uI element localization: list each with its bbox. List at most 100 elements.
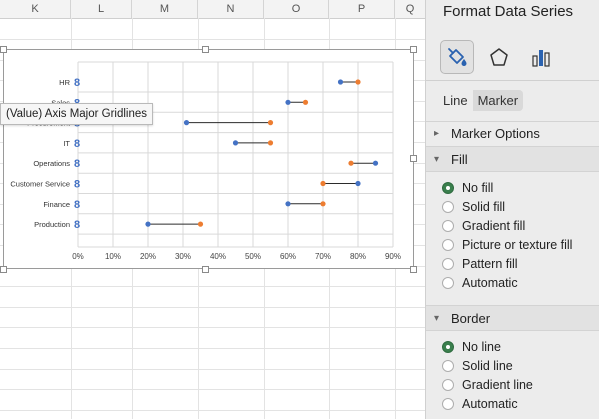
border-option-automatic[interactable]: Automatic: [442, 397, 518, 411]
series-2-point: [348, 160, 354, 166]
divider: [426, 171, 599, 172]
category-marker: 8: [74, 219, 80, 231]
column-header-k[interactable]: K: [0, 0, 71, 18]
section-fill[interactable]: ▾ Fill: [434, 151, 468, 168]
spreadsheet-grid[interactable]: K L M N O P Q 0% 10% 20% 30% 40% 50% 60% 70% 80%…: [0, 0, 425, 419]
section-label: Border: [451, 311, 491, 326]
category-label: Production: [34, 220, 70, 229]
fill-option-picture-or-texture-fill[interactable]: Picture or texture fill: [442, 238, 572, 252]
border-option-gradient-line[interactable]: Gradient line: [442, 378, 533, 392]
category-marker: 8: [74, 77, 80, 89]
section-label: Marker Options: [451, 126, 540, 141]
x-tick-label: 70%: [315, 252, 331, 261]
radio-button[interactable]: [442, 201, 454, 213]
x-tick-label: 50%: [245, 252, 261, 261]
radio-label: No line: [462, 340, 501, 354]
series-2-point: [267, 140, 274, 146]
fill-line-icon[interactable]: [440, 40, 474, 74]
gridlines-tooltip: (Value) Axis Major Gridlines: [0, 103, 154, 125]
tab-line[interactable]: Line: [443, 93, 468, 108]
section-label: Fill: [451, 152, 468, 167]
radio-label: Gradient line: [462, 378, 533, 392]
pane-title: Format Data Series: [443, 3, 574, 20]
column-header-m[interactable]: M: [132, 0, 198, 18]
section-border[interactable]: ▾ Border: [434, 310, 490, 327]
x-tick-label: 0%: [72, 252, 84, 261]
divider: [426, 146, 599, 147]
resize-handle-top-left[interactable]: [0, 46, 7, 53]
column-header-n[interactable]: N: [198, 0, 264, 18]
divider: [426, 330, 599, 331]
radio-button[interactable]: [442, 398, 454, 410]
series-1-point: [337, 79, 344, 85]
category-label: HR: [59, 78, 70, 87]
radio-label: Automatic: [462, 276, 518, 290]
row-gridline: [0, 348, 425, 349]
series-2-point: [267, 120, 274, 126]
resize-handle-right[interactable]: [410, 155, 417, 162]
series-1-point: [285, 99, 291, 105]
column-header-p[interactable]: P: [329, 0, 395, 18]
radio-button[interactable]: [442, 360, 454, 372]
radio-button[interactable]: [442, 379, 454, 391]
x-tick-label: 40%: [210, 252, 226, 261]
series-1-point: [232, 140, 239, 146]
resize-handle-top-right[interactable]: [410, 46, 417, 53]
chevron-right-icon: ▸: [434, 128, 440, 139]
column-header-l[interactable]: L: [71, 0, 132, 18]
resize-handle-bottom-left[interactable]: [0, 266, 7, 273]
icons-divider: [426, 80, 599, 81]
radio-label: Solid line: [462, 359, 513, 373]
section-band-fill: [426, 147, 599, 171]
format-data-series-pane: Format Data Series Line Marker ▸ Marker …: [425, 0, 599, 419]
category-label: Finance: [43, 200, 70, 209]
series-2-point: [302, 99, 309, 105]
x-tick-label: 60%: [280, 252, 296, 261]
column-header-q[interactable]: Q: [405, 3, 415, 15]
radio-button[interactable]: [442, 239, 454, 251]
series-1-point: [183, 120, 190, 126]
fill-option-solid-fill[interactable]: Solid fill: [442, 200, 505, 214]
resize-handle-top[interactable]: [202, 46, 209, 53]
resize-handle-bottom-right[interactable]: [410, 266, 417, 273]
fill-option-automatic[interactable]: Automatic: [442, 276, 518, 290]
series-2-point: [320, 180, 326, 187]
category-label: IT: [63, 139, 70, 148]
tab-marker[interactable]: Marker: [472, 90, 524, 111]
radio-button[interactable]: [442, 341, 454, 353]
x-tick-label: 20%: [140, 252, 156, 261]
line-marker-toggle: Line Marker: [438, 90, 524, 111]
radio-label: Automatic: [462, 397, 518, 411]
category-label: Customer Service: [10, 180, 70, 189]
column-header-o[interactable]: O: [264, 0, 329, 18]
row-gridline: [0, 286, 425, 287]
x-tick-label: 80%: [350, 252, 366, 261]
radio-label: Picture or texture fill: [462, 238, 573, 252]
x-tick-label: 30%: [175, 252, 191, 261]
series-2-point: [197, 221, 204, 227]
series-2-point: [355, 79, 361, 85]
radio-button[interactable]: [442, 182, 454, 194]
resize-handle-bottom[interactable]: [202, 266, 209, 273]
effects-pentagon-icon[interactable]: [482, 40, 516, 74]
divider: [426, 121, 599, 122]
category-label: Operations: [33, 159, 70, 168]
series-options-icon[interactable]: [524, 40, 558, 74]
series-1-point: [145, 221, 151, 227]
radio-button[interactable]: [442, 258, 454, 270]
radio-button[interactable]: [442, 220, 454, 232]
chart-area[interactable]: 0% 10% 20% 30% 40% 50% 60% 70% 80% 90% HR 8 Sales 8 Pr…: [3, 49, 414, 269]
fill-option-pattern-fill[interactable]: Pattern fill: [442, 257, 518, 271]
series-2-point: [320, 201, 326, 207]
section-marker-options[interactable]: ▸ Marker Options: [434, 125, 540, 142]
category-marker: 8: [74, 179, 80, 191]
x-tick-label: 10%: [105, 252, 121, 261]
radio-button[interactable]: [442, 277, 454, 289]
fill-option-gradient-fill[interactable]: Gradient fill: [442, 219, 525, 233]
series-1-point: [355, 180, 361, 187]
border-option-solid-line[interactable]: Solid line: [442, 359, 513, 373]
row-gridline: [0, 410, 425, 411]
border-option-no-line[interactable]: No line: [442, 340, 501, 354]
dumbbell-chart[interactable]: 0% 10% 20% 30% 40% 50% 60% 70% 80% 90% HR 8 Sales 8 Pr…: [4, 50, 413, 268]
fill-option-no-fill[interactable]: No fill: [442, 181, 493, 195]
